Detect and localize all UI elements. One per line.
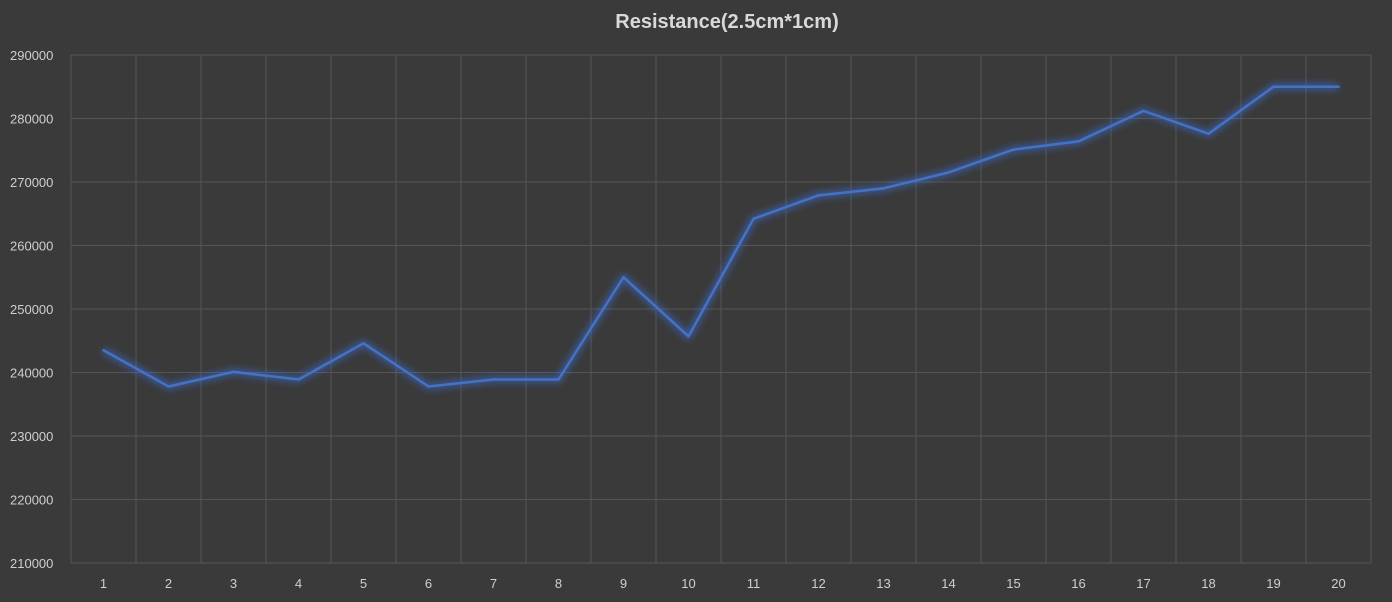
y-tick-label: 270000 [10,175,53,190]
data-point [1207,132,1210,135]
x-tick-label: 12 [811,576,825,591]
x-tick-label: 20 [1331,576,1345,591]
data-point [1012,148,1015,151]
data-point [297,378,300,381]
x-tick-label: 16 [1071,576,1085,591]
data-point [882,187,885,190]
x-axis-ticks: 1 2 3 4 5 6 7 8 9 10 11 12 13 14 15 16 17 18 19 20 [100,576,1346,591]
x-tick-label: 8 [555,576,562,591]
data-point [947,171,950,174]
data-point [362,342,365,345]
data-point [1142,109,1145,113]
y-tick-label: 230000 [10,429,53,444]
y-axis-ticks: 290000 280000 270000 260000 250000 240000 2300… [10,48,53,571]
data-point [622,276,625,279]
data-point [1272,85,1275,88]
y-tick-label: 210000 [10,556,53,571]
y-tick-label: 220000 [10,493,53,508]
data-point [817,194,820,197]
x-tick-label: 5 [360,576,367,591]
y-tick-label: 280000 [10,112,53,127]
data-point [492,378,495,381]
data-point [427,385,430,388]
x-tick-label: 3 [230,576,237,591]
data-point [102,349,105,352]
x-tick-label: 15 [1006,576,1020,591]
series-group [101,83,1340,390]
data-point [1077,140,1080,143]
data-point [232,370,235,374]
x-tick-label: 10 [681,576,695,591]
x-tick-label: 7 [490,576,497,591]
y-tick-label: 240000 [10,366,53,381]
y-tick-label: 290000 [10,48,53,63]
data-point [687,335,690,338]
x-tick-label: 4 [295,576,302,591]
x-tick-label: 17 [1136,576,1150,591]
x-tick-label: 2 [165,576,172,591]
data-point [167,385,170,388]
x-tick-label: 6 [425,576,432,591]
x-tick-label: 9 [620,576,627,591]
x-tick-label: 13 [876,576,890,591]
series-line [102,85,1340,388]
data-point [1337,85,1340,88]
x-tick-label: 19 [1266,576,1280,591]
y-tick-label: 250000 [10,302,53,317]
chart-title: Resistance(2.5cm*1cm) [615,11,838,33]
x-tick-label: 11 [747,576,761,591]
x-tick-label: 14 [941,576,955,591]
x-tick-label: 1 [100,576,107,591]
data-point [752,217,755,221]
gridlines [70,54,1372,564]
y-tick-label: 260000 [10,239,53,254]
data-point [557,378,560,381]
x-tick-label: 18 [1201,576,1215,591]
